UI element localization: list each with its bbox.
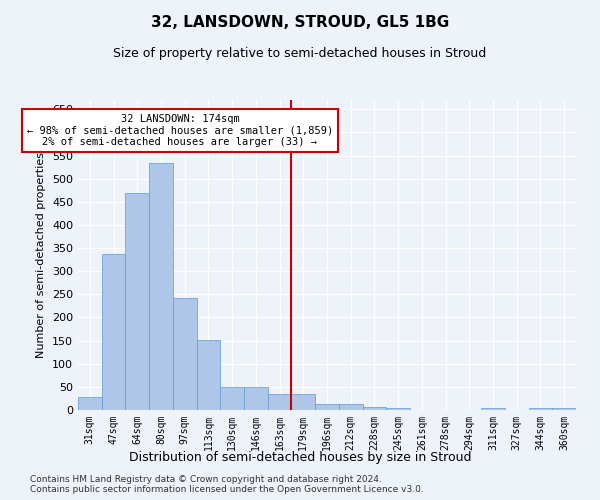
Text: Contains HM Land Registry data © Crown copyright and database right 2024.: Contains HM Land Registry data © Crown c…: [30, 476, 382, 484]
Text: Distribution of semi-detached houses by size in Stroud: Distribution of semi-detached houses by …: [129, 451, 471, 464]
Bar: [552, 408, 576, 410]
Bar: [481, 408, 505, 410]
Text: Size of property relative to semi-detached houses in Stroud: Size of property relative to semi-detach…: [113, 48, 487, 60]
Bar: [102, 254, 125, 410]
Bar: [149, 164, 173, 410]
Bar: [315, 404, 339, 410]
Bar: [173, 298, 197, 410]
Bar: [339, 404, 362, 410]
Bar: [244, 388, 268, 410]
Bar: [197, 340, 220, 410]
Bar: [268, 394, 292, 410]
Text: 32 LANSDOWN: 174sqm
← 98% of semi-detached houses are smaller (1,859)
2% of semi: 32 LANSDOWN: 174sqm ← 98% of semi-detach…: [27, 114, 333, 147]
Bar: [125, 194, 149, 410]
Bar: [78, 396, 102, 410]
Bar: [292, 394, 315, 410]
Y-axis label: Number of semi-detached properties: Number of semi-detached properties: [37, 152, 46, 358]
Text: 32, LANSDOWN, STROUD, GL5 1BG: 32, LANSDOWN, STROUD, GL5 1BG: [151, 15, 449, 30]
Bar: [220, 388, 244, 410]
Bar: [362, 407, 386, 410]
Bar: [529, 408, 552, 410]
Bar: [386, 408, 410, 410]
Text: Contains public sector information licensed under the Open Government Licence v3: Contains public sector information licen…: [30, 486, 424, 494]
